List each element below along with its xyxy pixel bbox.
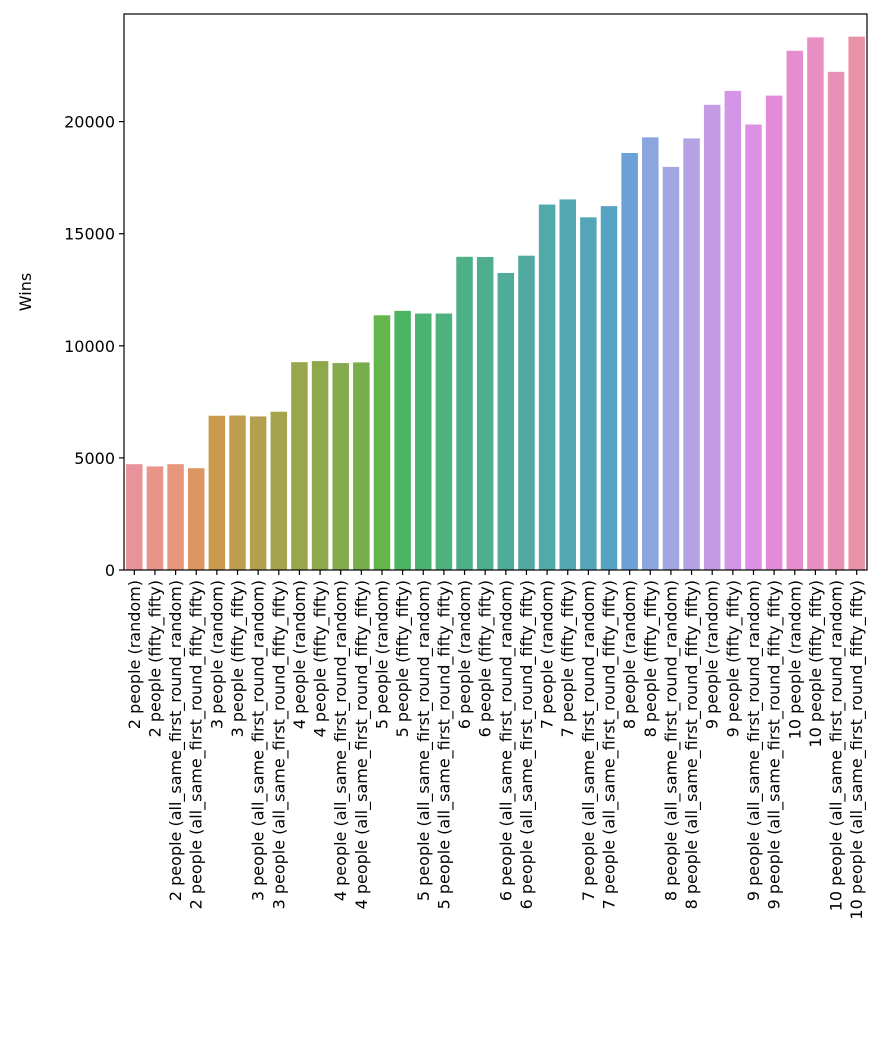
bar [807, 37, 824, 570]
x-tick-label: 6 people (random) [455, 580, 474, 729]
x-tick-label: 5 people (all_same_first_round_fifty_fif… [434, 580, 454, 909]
x-tick-label: 8 people (all_same_first_round_fifty_fif… [682, 580, 702, 909]
x-tick-label: 9 people (random) [703, 580, 722, 729]
bar [662, 166, 680, 570]
y-axis-label: Wins [16, 273, 35, 311]
x-tick-label: 8 people (all_same_first_round_random) [661, 580, 681, 901]
x-tick-label: 9 people (all_same_first_round_fifty_fif… [765, 580, 785, 909]
bar [600, 206, 618, 570]
x-tick-label: 10 people (all_same_first_round_fifty_fi… [847, 580, 867, 920]
x-tick-label: 10 people (fifty_fifty) [806, 580, 826, 748]
bar [353, 362, 370, 570]
x-tick-label: 8 people (random) [620, 580, 639, 729]
x-tick-label: 3 people (fifty_fifty) [228, 580, 248, 737]
bar [703, 104, 721, 571]
x-tick-label: 3 people (all_same_first_round_fifty_fif… [269, 580, 289, 909]
bar [642, 137, 659, 570]
bar [146, 466, 164, 570]
x-tick-label: 6 people (all_same_first_round_fifty_fif… [517, 580, 537, 909]
x-tick-label: 5 people (fifty_fifty) [393, 580, 413, 737]
x-tick-label: 8 people (fifty_fifty) [641, 580, 661, 737]
bar [249, 416, 267, 570]
bar [621, 153, 638, 570]
x-tick-label: 7 people (all_same_first_round_random) [579, 580, 599, 901]
bar [435, 313, 453, 570]
x-tick-label: 4 people (fifty_fifty) [311, 580, 331, 737]
bar [765, 95, 783, 571]
x-tick-label: 3 people (random) [207, 580, 226, 729]
bar [518, 255, 535, 570]
x-tick-label: 4 people (all_same_first_round_random) [331, 580, 351, 901]
x-tick-label: 5 people (all_same_first_round_random) [414, 580, 434, 901]
bar [167, 464, 184, 570]
x-tick-label: 5 people (random) [372, 580, 391, 729]
x-tick-label: 3 people (all_same_first_round_random) [249, 580, 269, 901]
x-tick-label: 7 people (random) [538, 580, 557, 729]
bar [559, 199, 576, 570]
bar [229, 415, 246, 570]
bar [476, 257, 494, 570]
bar [332, 363, 349, 570]
x-tick-label: 4 people (all_same_first_round_fifty_fif… [352, 580, 372, 909]
bar [745, 124, 762, 570]
y-tick-label: 20000 [64, 113, 115, 132]
bar [538, 204, 556, 570]
bar [187, 468, 205, 570]
x-tick-label: 2 people (all_same_first_round_fifty_fif… [187, 580, 207, 909]
x-tick-label: 9 people (all_same_first_round_random) [744, 580, 764, 901]
y-tick-label: 0 [105, 561, 115, 580]
bar [291, 362, 308, 570]
plot-frame [123, 13, 868, 571]
x-tick-label: 2 people (all_same_first_round_random) [166, 580, 186, 901]
bars-group [126, 36, 865, 571]
x-tick-label: 2 people (random) [125, 580, 144, 729]
bar [456, 256, 473, 570]
bar [683, 138, 700, 570]
y-tick-label: 10000 [64, 337, 115, 356]
bar [311, 361, 329, 570]
bar [415, 313, 432, 570]
x-axis: 2 people (random) 2 people (fifty_fifty) 2… [125, 570, 867, 920]
bar [786, 50, 804, 570]
x-tick-label: 10 people (random) [785, 580, 804, 739]
bar [827, 71, 845, 570]
y-tick-label: 5000 [74, 449, 115, 468]
x-tick-label: 9 people (fifty_fifty) [723, 580, 743, 737]
x-tick-label: 7 people (fifty_fifty) [558, 580, 578, 737]
bar [724, 90, 742, 571]
x-tick-label: 6 people (all_same_first_round_random) [496, 580, 516, 901]
x-tick-label: 2 people (fifty_fifty) [145, 580, 165, 737]
x-tick-label: 10 people (all_same_first_round_random) [827, 580, 847, 911]
x-tick-label: 7 people (all_same_first_round_fifty_fif… [600, 580, 620, 909]
bar [126, 464, 143, 570]
bar [373, 315, 391, 570]
bar [270, 411, 288, 570]
bar [848, 36, 865, 570]
bar [208, 415, 226, 570]
bar [497, 272, 515, 570]
bar [394, 310, 411, 570]
bar [580, 217, 597, 570]
x-tick-label: 6 people (fifty_fifty) [476, 580, 496, 737]
x-tick-label: 4 people (random) [290, 580, 309, 729]
y-axis: 0 5000 10000 15000 20000 [64, 113, 124, 580]
y-tick-label: 15000 [64, 225, 115, 244]
